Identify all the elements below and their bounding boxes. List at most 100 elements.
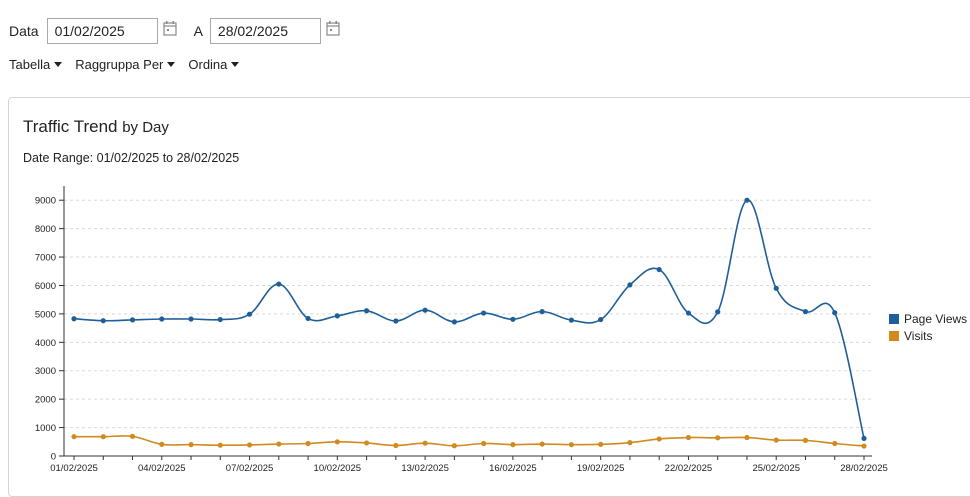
visits-point [832,440,838,447]
page-views-point [861,435,867,441]
y-tick-label: 1000 [35,423,56,434]
x-tick-label: 25/02/2025 [752,463,800,474]
visits-point [481,440,487,447]
y-tick-label: 6000 [35,281,56,292]
x-tick-label: 19/02/2025 [577,463,625,474]
visits-point [451,443,457,449]
page-views-point [393,318,399,324]
page-views-point [627,282,633,288]
y-tick-label: 4000 [35,338,56,349]
y-tick-label: 2000 [35,395,56,406]
calendar-icon[interactable] [326,20,340,36]
visits-point [627,440,633,446]
y-tick-label: 0 [51,452,56,463]
sort-menu-label: Ordina [188,57,228,72]
visits-point [568,442,575,448]
date-from-input[interactable] [46,18,158,44]
page-views-legend-label: Page Views [904,312,967,326]
visits-point [685,434,692,441]
page-views-point [217,316,223,323]
caret-down-icon [167,62,176,67]
page-views-point [451,319,457,325]
visits-legend-label: Visits [904,329,932,343]
calendar-icon[interactable] [162,20,177,36]
group-by-menu-label: Raggruppa Per [75,57,164,72]
visits-point [598,441,604,447]
page-views-point [481,310,487,316]
visits-point [246,442,253,448]
page-views-point [568,317,575,323]
page-views-point [832,310,838,316]
page-views-point [246,311,253,317]
page-views-point [159,316,165,322]
page-views-point [363,308,370,314]
traffic-line-chart: 0 1000 2000 3000 4000 5000 6000 7000 8000 9000 01/… [35,186,967,474]
chart-title: Traffic Trend by Day [23,117,169,137]
page-views-point [305,315,311,322]
chart-subtitle: Date Range: 01/02/2025 to 28/02/2025 [23,151,240,165]
y-tick-label: 7000 [35,253,56,264]
visits-point [773,437,779,443]
visits-point [539,441,545,447]
page-views-point [685,310,692,316]
page-views-legend-swatch [889,314,899,324]
to-label: A [193,23,203,39]
visits-point [217,442,223,448]
visits-point [715,435,721,441]
page-views-point [129,317,136,323]
x-tick-label: 07/02/2025 [226,463,274,474]
page-views-point [422,307,428,313]
chart-title-main: Traffic Trend [23,117,118,136]
date-filter-row: Data A [9,18,340,44]
visits-point [129,433,136,439]
x-tick-label: 28/02/2025 [840,463,888,474]
x-tick-label: 22/02/2025 [665,463,713,474]
view-menu-bar: Tabella Raggruppa Per Ordina [9,57,252,72]
y-tick-label: 9000 [35,196,56,207]
page-views-point [656,266,662,273]
page-views-point [715,309,721,315]
group-by-menu[interactable]: Raggruppa Per [75,57,176,72]
visits-point [100,434,106,440]
page-views-point [276,281,282,287]
visits-point [363,440,370,446]
x-tick-label: 04/02/2025 [138,463,186,474]
chart-panel [8,97,970,497]
visits-point [188,442,194,448]
page-views-point [71,316,77,322]
date-to-input[interactable] [209,18,321,44]
visits-point [276,441,282,447]
visits-point [159,441,165,447]
page-views-point [188,316,194,322]
visits-point [861,443,867,449]
x-tick-label: 13/02/2025 [401,463,449,474]
y-tick-label: 8000 [35,224,56,235]
page-views-point [802,309,809,315]
page-views-point [773,285,779,291]
sort-menu[interactable]: Ordina [188,57,240,72]
x-tick-label: 10/02/2025 [314,463,362,474]
y-tick-label: 3000 [35,366,56,377]
chart-title-suffix: by Day [122,119,169,136]
visits-point [305,440,311,447]
visits-point [744,434,750,441]
caret-down-icon [54,62,63,67]
visits-point [334,439,340,445]
x-tick-label: 16/02/2025 [489,463,537,474]
date-label: Data [9,23,39,39]
visits-point [510,442,516,448]
visits-point [656,436,662,442]
visits-point [393,442,399,449]
y-tick-label: 5000 [35,309,56,320]
page-views-point [510,316,516,322]
page-views-point [744,197,750,203]
page-views-point [334,313,340,319]
visits-legend-swatch [889,331,899,341]
page-views-point [100,318,106,324]
visits-point [422,440,428,446]
visits-line [73,435,865,447]
table-menu[interactable]: Tabella [9,57,63,72]
page-views-point [539,309,545,315]
visits-point [71,434,77,440]
x-tick-label: 01/02/2025 [50,463,98,474]
